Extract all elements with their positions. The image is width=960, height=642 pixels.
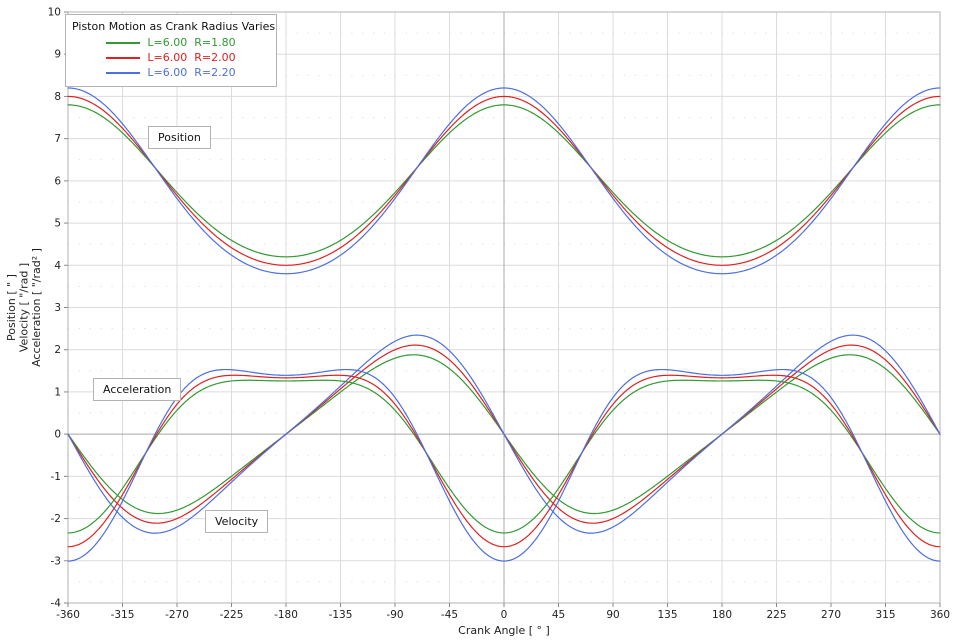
curve-position-R2: [67, 95, 941, 266]
legend-label: L=6.00 R=2.00: [147, 51, 236, 64]
curve-position-R1.8: [67, 104, 941, 258]
annotation-velocity: Velocity: [205, 510, 269, 533]
y-tick-label: 8: [54, 91, 61, 103]
y-tick-label: -4: [51, 598, 62, 610]
chart-title: Piston Motion as Crank Radius Varies: [72, 20, 276, 33]
x-tick-label: -180: [274, 609, 298, 621]
legend-entry: L=6.00 R=2.20: [72, 65, 270, 80]
y-axis-title-line: Acceleration [ "/rad² ]: [30, 248, 43, 367]
y-tick-label: 1: [54, 386, 61, 398]
y-tick-label: 5: [54, 218, 61, 230]
annotation-acceleration: Acceleration: [93, 378, 182, 401]
y-tick-label: 9: [54, 49, 61, 61]
x-tick-label: 225: [766, 609, 786, 621]
annotation-position: Position: [148, 126, 211, 149]
y-tick-label: 6: [54, 175, 61, 187]
x-tick-label: 0: [501, 609, 508, 621]
x-tick-label: -45: [441, 609, 458, 621]
x-tick-label: -135: [329, 609, 353, 621]
x-tick-label: -90: [386, 609, 403, 621]
x-tick-label: -225: [220, 609, 244, 621]
curve-velocity-R2.2: [67, 334, 941, 534]
curve-acceleration-R2.2: [67, 368, 941, 562]
curve-position-R2.2: [67, 87, 941, 275]
x-tick-label: 45: [552, 609, 565, 621]
x-tick-label: 270: [821, 609, 841, 621]
x-tick-label: 360: [930, 609, 950, 621]
x-tick-label: 180: [712, 609, 732, 621]
legend-swatch-green-line: [106, 41, 141, 44]
legend-label: L=6.00 R=2.20: [147, 66, 236, 79]
grid-major: [68, 12, 940, 603]
y-axis-title-line: Position [ " ]: [5, 274, 18, 341]
legend-swatch-red-line: [106, 56, 141, 59]
x-tick-label: -315: [111, 609, 135, 621]
x-tick-label: 315: [875, 609, 895, 621]
curve-acceleration-R2: [67, 374, 941, 548]
y-tick-label: -3: [51, 555, 61, 567]
y-tick-label: 10: [48, 7, 61, 19]
y-tick-label: 4: [54, 260, 61, 272]
x-axis-title: Crank Angle [ ° ]: [458, 624, 550, 637]
x-tick-label: 135: [657, 609, 677, 621]
y-tick-label: -2: [51, 513, 61, 525]
x-tick-label: -270: [165, 609, 189, 621]
legend-entry: L=6.00 R=1.80: [72, 35, 270, 50]
legend-label: L=6.00 R=1.80: [147, 36, 236, 49]
x-tick-label: 90: [606, 609, 619, 621]
curve-acceleration-R1.8: [67, 379, 941, 534]
curves: [67, 87, 941, 562]
legend-entry: L=6.00 R=2.00: [72, 50, 270, 65]
axis-ticks: -360 -315 -270 -225 -180 -135 -90 -45 0 45 90 135 18…: [48, 7, 950, 622]
y-axis-title-line: Velocity [ "/rad ]: [18, 263, 31, 352]
legend-swatch-blue-line: [106, 71, 141, 74]
y-tick-label: -1: [51, 471, 61, 483]
legend: Piston Motion as Crank Radius Varies L=6…: [65, 14, 277, 87]
y-tick-label: 7: [54, 133, 61, 145]
y-tick-label: 0: [54, 429, 61, 441]
x-tick-label: -360: [56, 609, 80, 621]
y-tick-label: 2: [54, 344, 61, 356]
y-tick-label: 3: [54, 302, 61, 314]
